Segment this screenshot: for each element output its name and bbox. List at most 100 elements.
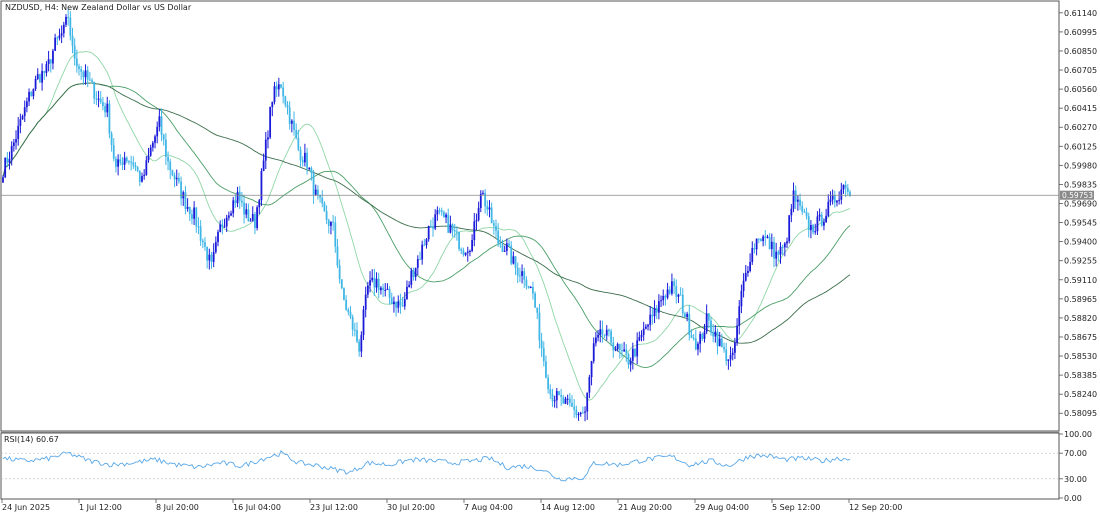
candle: [317, 185, 319, 200]
candle: [310, 166, 313, 181]
candle: [32, 88, 35, 100]
candle: [753, 243, 756, 254]
candle: [110, 131, 113, 152]
price-axis-label: 0.59110: [1064, 276, 1097, 285]
candle: [269, 106, 272, 140]
candle: [169, 158, 172, 180]
candle: [592, 337, 595, 364]
price-axis-label: 0.58820: [1064, 314, 1097, 323]
candle: [58, 28, 61, 41]
candle: [545, 355, 547, 379]
price-axis-label: 0.60705: [1064, 66, 1097, 75]
price-axis-label: 0.58530: [1064, 352, 1097, 361]
candle: [193, 201, 196, 225]
candle: [373, 268, 376, 296]
candle: [356, 322, 358, 344]
candle: [399, 293, 402, 314]
candle: [132, 156, 135, 169]
candle: [605, 325, 608, 341]
candle: [514, 256, 517, 275]
candle: [80, 65, 83, 80]
candle: [538, 303, 541, 349]
candle: [625, 343, 628, 362]
candle: [532, 281, 534, 300]
candle: [102, 96, 104, 111]
candle: [28, 88, 30, 106]
candle: [460, 247, 463, 255]
candle: [421, 240, 424, 265]
time-axis-label: 24 Jun 2025: [2, 503, 50, 512]
candle: [792, 182, 795, 213]
candle: [770, 233, 773, 257]
candle: [486, 200, 489, 216]
candle: [21, 114, 24, 120]
candle: [779, 242, 782, 264]
candle: [97, 90, 100, 108]
candle: [744, 265, 747, 282]
candle: [714, 325, 717, 343]
rsi-axis-label: 70.00: [1064, 449, 1087, 458]
candle: [608, 328, 610, 337]
candle: [796, 195, 799, 211]
candle: [30, 90, 33, 97]
candle: [210, 251, 213, 269]
candle: [740, 284, 743, 314]
candle: [340, 279, 343, 290]
candle: [846, 184, 849, 196]
candle: [251, 206, 254, 222]
candle: [112, 138, 115, 162]
candle: [733, 337, 736, 360]
candle: [627, 352, 630, 369]
candle: [2, 175, 4, 183]
candle: [414, 267, 417, 281]
candle: [377, 272, 380, 299]
candle: [551, 388, 554, 407]
time-axis-label: 30 Jul 20:00: [387, 503, 435, 512]
candle: [803, 208, 806, 213]
candle: [199, 220, 202, 246]
candle: [810, 220, 812, 239]
candle: [73, 38, 76, 66]
candle: [143, 169, 146, 180]
time-axis-label: 5 Sep 12:00: [772, 503, 820, 512]
price-axis-label: 0.59835: [1064, 180, 1097, 189]
price-axis-label: 0.60560: [1064, 85, 1097, 94]
candle: [794, 185, 797, 210]
price-panel[interactable]: [0, 0, 1060, 432]
candle: [560, 388, 563, 406]
candle: [206, 246, 209, 269]
candle: [115, 156, 117, 173]
candle: [818, 208, 821, 222]
candle: [238, 186, 241, 209]
candle: [321, 190, 324, 208]
candle: [705, 304, 708, 335]
panel-separator[interactable]: [1, 431, 1059, 433]
candle: [477, 201, 480, 222]
candle: [562, 395, 565, 404]
candle: [154, 134, 156, 149]
candle: [6, 151, 9, 168]
candle: [427, 225, 430, 242]
candle: [369, 271, 371, 293]
candle: [93, 81, 96, 105]
candle: [332, 214, 335, 231]
candle: [221, 219, 224, 235]
time-axis-label: 14 Aug 12:00: [541, 503, 595, 512]
candle: [136, 166, 139, 173]
candle: [338, 259, 341, 284]
candle: [290, 119, 293, 133]
candle: [488, 200, 491, 218]
candle: [173, 172, 176, 188]
candle: [86, 66, 89, 87]
candle: [43, 70, 46, 80]
candle: [128, 160, 130, 165]
candle: [327, 218, 330, 234]
candle: [243, 194, 245, 224]
candle: [710, 316, 712, 336]
candlestick-series: [2, 8, 851, 422]
price-axis-label: 0.59255: [1064, 257, 1097, 266]
price-axis-label: 0.59545: [1064, 219, 1097, 228]
candle: [232, 196, 235, 218]
candle: [555, 387, 558, 409]
